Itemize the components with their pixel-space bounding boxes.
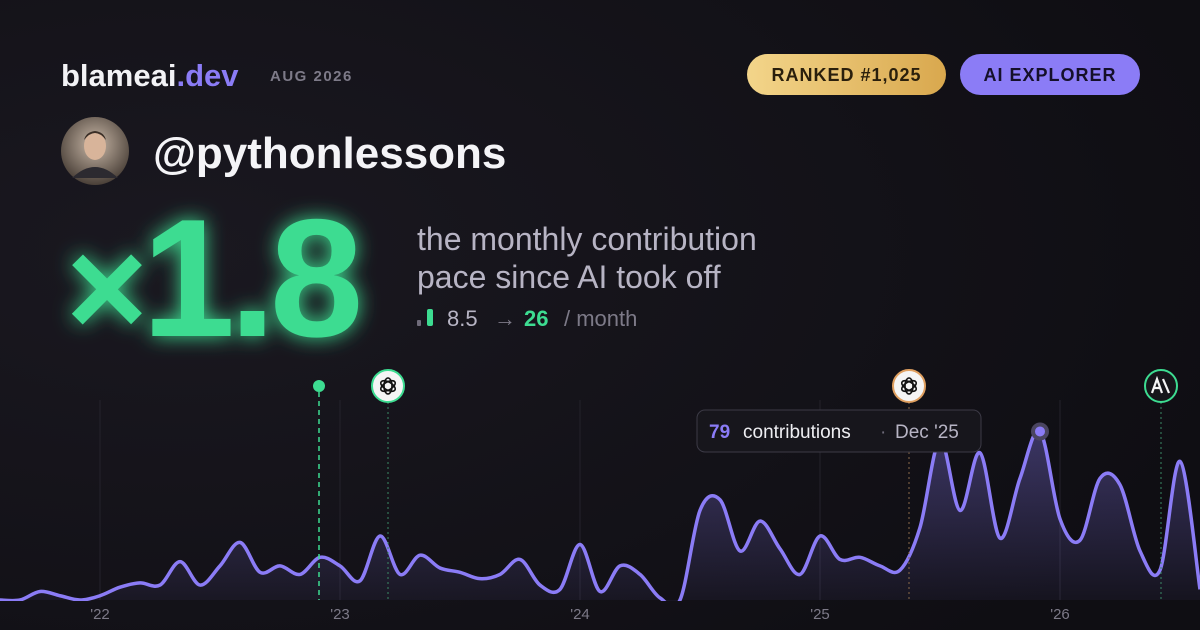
rank-badge [747,54,946,95]
tooltip: 79 contributions · Dec '25 [696,409,982,453]
x-tick-label: '26 [1050,606,1070,623]
pace-icon [417,320,421,326]
pace-before: 8.5 [447,306,478,331]
avatar [61,117,129,185]
area [0,430,1200,601]
pace-icon [427,309,433,326]
tooltip-label: contributions [743,422,851,443]
caption-line: the monthly contribution [417,221,757,257]
openai-icon [371,369,405,403]
x-tick-label: '25 [810,606,830,623]
caption-line: pace since AI took off [417,259,721,295]
multiplier: ×1.8 [66,184,359,372]
line [0,428,1200,601]
x-tick-label: '23 [330,606,350,623]
tooltip-separator: · [880,422,886,443]
takeoff-dot [313,380,325,392]
chart: '22 '23 '24 '25 '26 [0,400,1200,623]
x-tick-label: '22 [90,606,110,623]
level-badge-text: AI EXPLORER [983,65,1116,85]
date: AUG 2026 [270,68,353,85]
tooltip-date: Dec '25 [895,422,959,443]
pace-unit: / month [564,306,637,331]
pace-after: 26 [524,306,548,331]
openai-icon [892,369,926,403]
anthropic-icon [1144,369,1178,403]
tooltip-box [696,409,982,453]
tooltip-value: 79 [709,422,730,443]
brand: blameai.dev [61,58,239,93]
handle: @pythonlessons [153,129,506,178]
x-tick-label: '24 [570,606,590,623]
plot-area [0,428,1200,601]
highlight-point [1031,422,1049,441]
level-badge [960,54,1140,95]
rank-badge-text: RANKED #1,025 [771,65,921,85]
event-markers [313,369,1178,600]
pace-arrow: → [494,306,516,331]
